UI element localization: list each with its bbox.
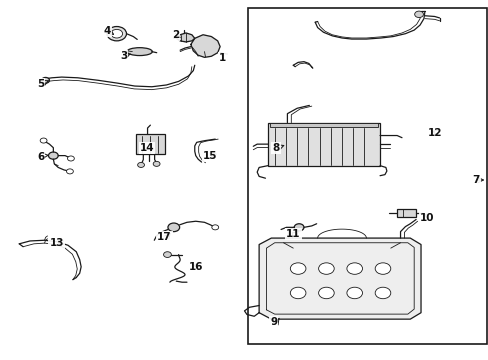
Circle shape — [40, 138, 47, 143]
Circle shape — [374, 263, 390, 274]
Text: 4: 4 — [103, 26, 110, 36]
Circle shape — [111, 30, 122, 38]
Circle shape — [346, 287, 362, 299]
Bar — [396, 209, 415, 217]
Polygon shape — [176, 33, 194, 42]
Circle shape — [318, 287, 333, 299]
Text: 8: 8 — [272, 143, 279, 153]
Circle shape — [41, 77, 49, 83]
Text: 9: 9 — [270, 317, 277, 327]
Bar — [248, 8, 487, 344]
Circle shape — [67, 156, 74, 161]
Bar — [267, 123, 379, 166]
Text: 2: 2 — [171, 30, 179, 40]
Text: 7: 7 — [471, 175, 479, 185]
Circle shape — [211, 225, 218, 230]
Circle shape — [66, 169, 73, 174]
Circle shape — [153, 161, 160, 166]
Text: 1: 1 — [219, 53, 226, 63]
Circle shape — [294, 224, 304, 231]
Circle shape — [107, 27, 126, 41]
Circle shape — [48, 152, 58, 159]
Text: 14: 14 — [140, 143, 154, 153]
Circle shape — [163, 252, 171, 257]
Text: 12: 12 — [427, 129, 441, 138]
Bar — [136, 134, 164, 154]
Polygon shape — [259, 238, 420, 319]
Polygon shape — [190, 35, 220, 57]
Text: 6: 6 — [37, 152, 44, 162]
Text: 10: 10 — [419, 213, 434, 222]
Text: 15: 15 — [203, 150, 217, 161]
Bar — [270, 123, 377, 127]
Text: 17: 17 — [157, 232, 171, 242]
Circle shape — [374, 287, 390, 299]
Circle shape — [137, 162, 144, 167]
Text: 5: 5 — [37, 79, 44, 89]
Text: 3: 3 — [120, 51, 127, 61]
Ellipse shape — [127, 48, 152, 55]
Circle shape — [167, 223, 179, 231]
Circle shape — [290, 263, 305, 274]
Text: 11: 11 — [285, 229, 300, 239]
Text: 16: 16 — [188, 262, 203, 272]
Circle shape — [318, 263, 333, 274]
Text: 13: 13 — [49, 238, 64, 248]
Circle shape — [346, 263, 362, 274]
Circle shape — [290, 287, 305, 299]
Circle shape — [414, 11, 423, 18]
